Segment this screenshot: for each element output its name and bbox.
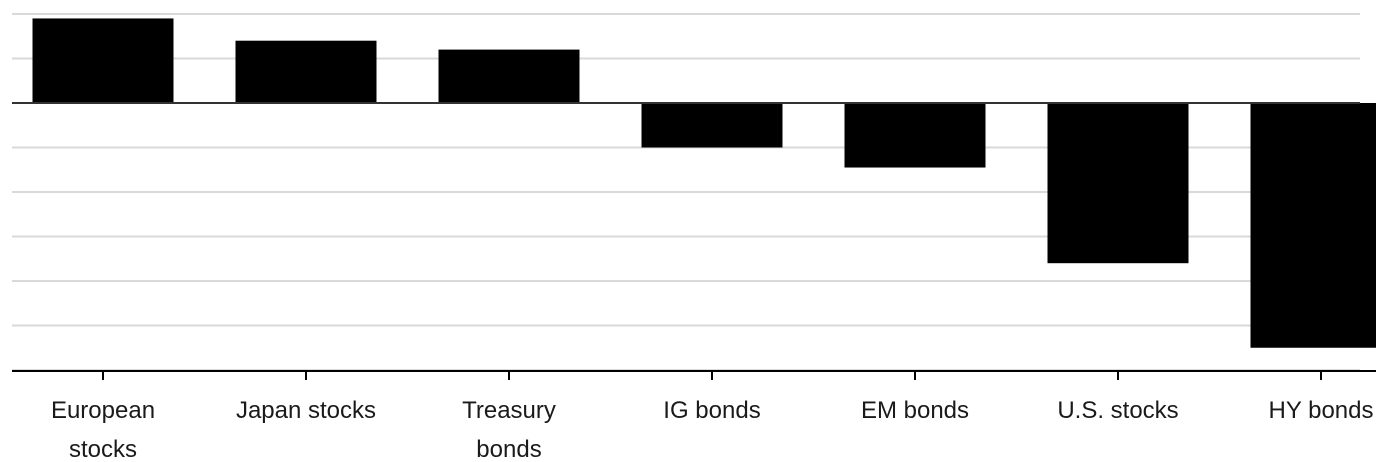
x-tick-label: European stocks bbox=[51, 397, 155, 462]
x-tick-label-line: EM bonds bbox=[861, 397, 969, 424]
x-tick-label: EM bonds bbox=[861, 397, 969, 424]
x-tick-label: Japan stocks bbox=[236, 397, 376, 424]
bar bbox=[1047, 103, 1189, 264]
x-tick-label: HY bonds bbox=[1269, 397, 1374, 424]
bar bbox=[438, 49, 580, 103]
x-tick-label: IG bonds bbox=[663, 397, 760, 424]
bar bbox=[1250, 103, 1376, 348]
bar bbox=[641, 103, 783, 148]
x-tick-label-line: IG bonds bbox=[663, 397, 760, 424]
x-tick-label: Treasury bonds bbox=[462, 397, 556, 462]
x-tick-label-line: U.S. stocks bbox=[1057, 397, 1178, 424]
x-tick-label-line: European bbox=[51, 397, 155, 424]
x-tick-label-line: HY bonds bbox=[1269, 397, 1374, 424]
x-tick-label-line: bonds bbox=[476, 436, 541, 462]
x-tick-label-line: Treasury bbox=[462, 397, 556, 424]
x-axis bbox=[12, 370, 1376, 380]
x-tick-label: U.S. stocks bbox=[1057, 397, 1178, 424]
bar bbox=[844, 103, 986, 168]
bar bbox=[32, 18, 174, 104]
x-tick-label-line: Japan stocks bbox=[236, 397, 376, 424]
x-tick-label-line: stocks bbox=[69, 436, 137, 462]
bars bbox=[32, 18, 1376, 348]
x-tick-labels: European stocks Japan stocks Treasury bonds I… bbox=[51, 397, 1374, 462]
bar bbox=[235, 40, 377, 103]
